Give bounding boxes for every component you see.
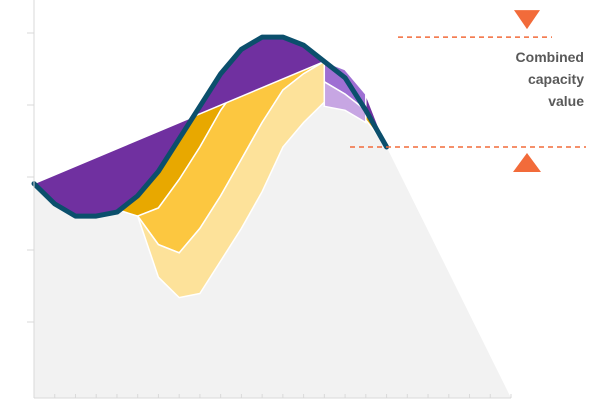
combined-capacity-annotation: Combined capacity value (474, 46, 584, 112)
series-layer-6-area (323, 80, 367, 124)
annotation-line-3: value (548, 93, 584, 109)
annotation-line-2: capacity (527, 71, 584, 87)
series-base-area (34, 37, 511, 398)
lower-arrow-icon (513, 152, 541, 172)
upper-arrow-icon (514, 10, 540, 30)
series-load-line (31, 34, 390, 219)
annotation-line-1: Combined (515, 49, 584, 65)
